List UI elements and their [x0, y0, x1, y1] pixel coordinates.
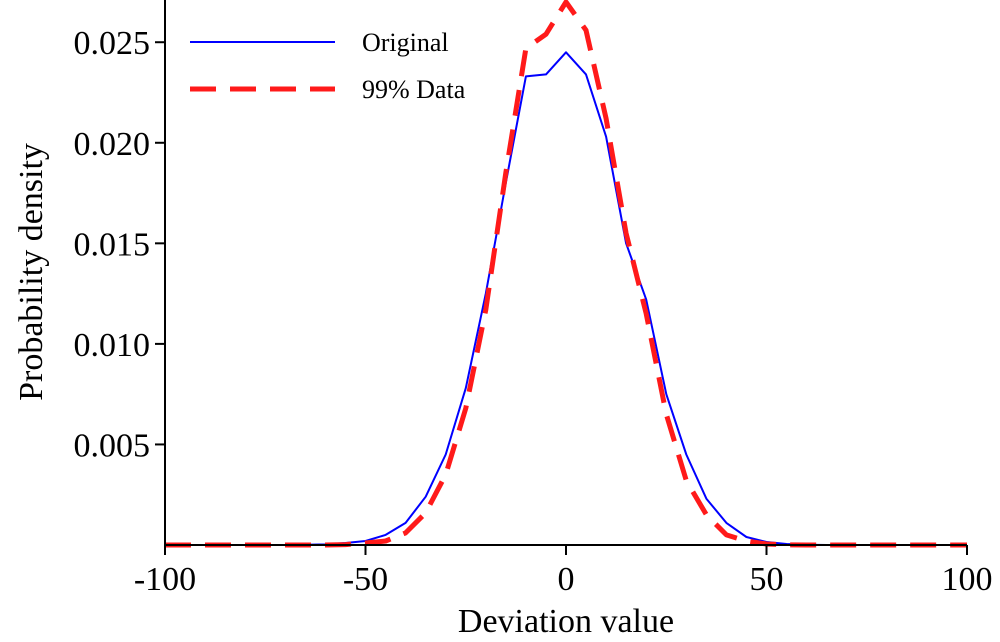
series-line-99-data: [165, 0, 967, 548]
x-tick-label: 50: [750, 561, 784, 598]
x-tick-label: -100: [134, 561, 196, 598]
legend: Original 99% Data: [190, 28, 466, 104]
plot-lines: [165, 0, 967, 548]
y-tick-label: 0.015: [74, 226, 151, 263]
y-tick-label: 0.010: [74, 327, 151, 364]
y-tick-label: 0.020: [74, 126, 151, 163]
x-axis-label: Deviation value: [458, 603, 674, 640]
axes: [164, 0, 967, 546]
series-line-original: [165, 51, 967, 546]
x-tick-label: 100: [942, 561, 993, 598]
x-ticks: -100 -50 0 50 100: [134, 545, 993, 598]
y-axis-label: Probability density: [13, 143, 50, 401]
legend-label-original: Original: [362, 28, 449, 57]
y-tick-label: 0.025: [74, 25, 151, 62]
x-tick-label: 0: [558, 561, 575, 598]
legend-label-99-data: 99% Data: [362, 75, 466, 104]
y-tick-label: 0.005: [74, 427, 151, 464]
x-tick-label: -50: [343, 561, 388, 598]
y-ticks: 0.005 0.010 0.015 0.020 0.025: [74, 25, 165, 464]
